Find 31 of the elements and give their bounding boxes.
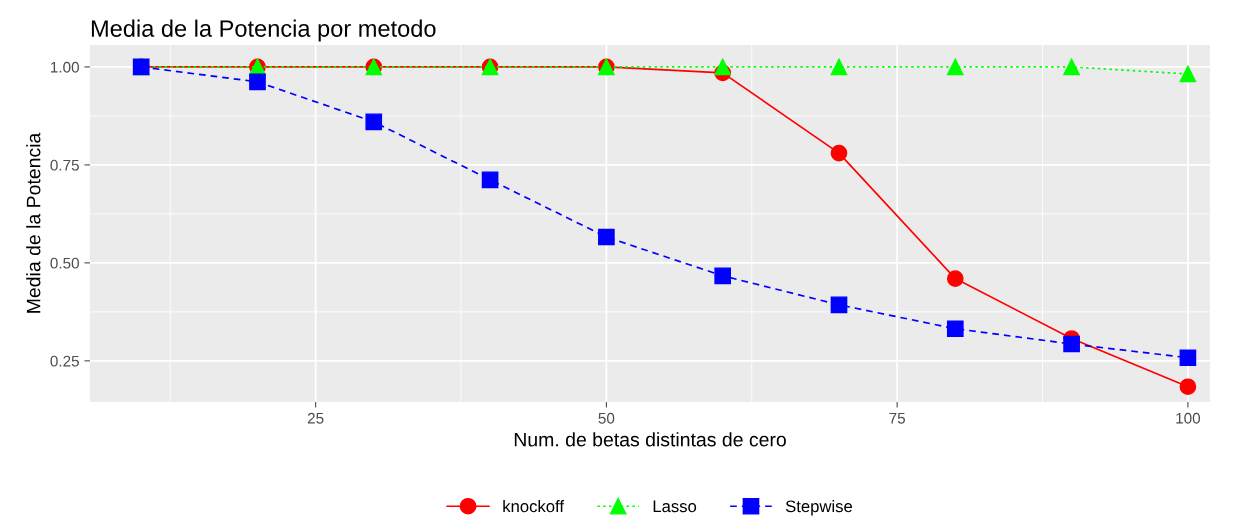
point <box>830 144 848 162</box>
legend-label: Lasso <box>653 500 697 513</box>
point <box>249 73 266 91</box>
point <box>1063 58 1080 76</box>
point <box>714 58 732 76</box>
point <box>1179 65 1197 83</box>
point <box>1179 378 1197 396</box>
point <box>481 171 499 189</box>
point <box>830 58 848 76</box>
point <box>1179 349 1197 367</box>
x-tick-label: 50 <box>598 412 615 424</box>
point <box>830 296 848 314</box>
x-tick-label: 100 <box>1176 412 1201 424</box>
point <box>714 267 732 285</box>
y-tick-label: 0.75 <box>50 159 79 171</box>
chart-title: Media de la Potencia por metodo <box>91 19 436 42</box>
y-tick-label: 0.50 <box>50 257 79 269</box>
point <box>946 58 964 76</box>
point <box>598 228 615 246</box>
x-axis-title: Num. de betas distintas de cero <box>514 432 786 447</box>
point <box>365 113 383 131</box>
legend-label: knockoff <box>503 499 565 513</box>
y-axis-title: Media de la Potencia <box>26 132 41 313</box>
x-tick-label: 75 <box>889 412 905 424</box>
x-tick-label: 25 <box>307 412 324 424</box>
y-tick-label: 0.25 <box>50 355 79 367</box>
legend-label: Stepwise <box>785 499 853 516</box>
point <box>946 320 964 338</box>
y-tick-label: 1.00 <box>51 61 79 73</box>
point <box>1063 335 1080 353</box>
point <box>946 270 964 287</box>
